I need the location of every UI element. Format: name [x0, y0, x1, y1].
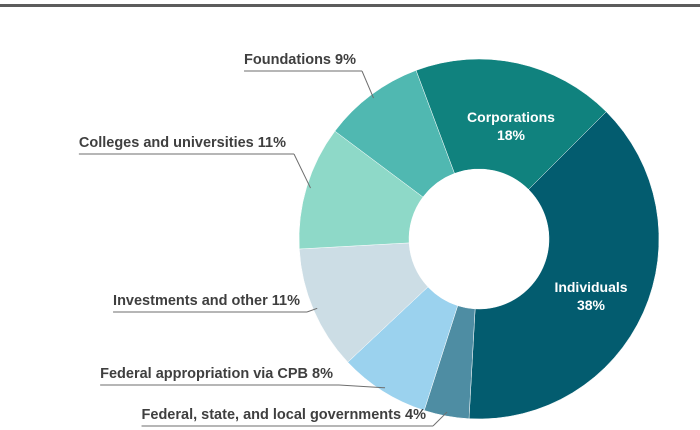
leader-line-foundations	[361, 70, 374, 99]
label-corporations: Corporations	[467, 109, 555, 125]
slice-corporations	[415, 58, 607, 190]
leader-line-federal-state-and-local-governments	[432, 411, 448, 427]
slices-group	[298, 58, 660, 420]
labels-group: Individuals 38% Federal, state, and local …	[79, 52, 628, 423]
slice-individuals	[468, 111, 660, 420]
leader-line-colleges-and-universities	[293, 153, 311, 189]
label-corporations-percent: 18%	[497, 127, 526, 143]
label-foundations: Foundations 9%	[244, 52, 356, 68]
label-federal-appropriation-via-cpb: Federal appropriation via CPB 8%	[100, 366, 333, 382]
top-divider	[0, 4, 700, 7]
label-federal-state-and-local-governments: Federal, state, and local governments 4%	[142, 407, 427, 423]
leader-line-investments-and-other	[306, 307, 318, 313]
label-investments-and-other: Investments and other 11%	[113, 293, 300, 309]
label-individuals: Individuals	[554, 279, 627, 295]
label-colleges-and-universities: Colleges and universities 11%	[79, 135, 286, 151]
label-individuals-percent: 38%	[577, 297, 606, 313]
leader-line-federal-appropriation-via-cpb	[338, 384, 386, 389]
leader-lines-group	[78, 70, 448, 427]
